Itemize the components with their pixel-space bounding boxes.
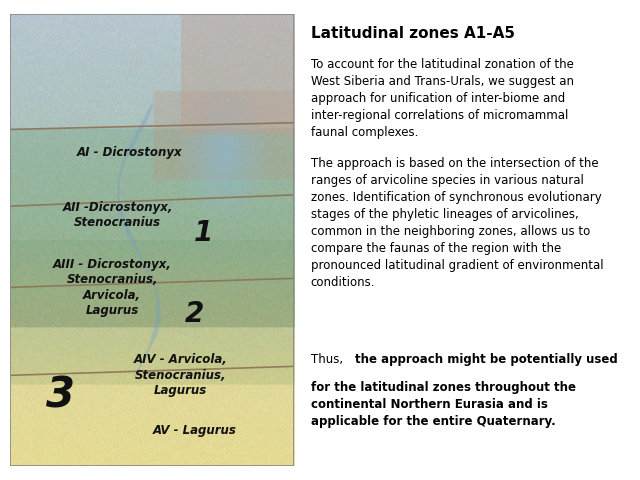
- Text: Thus,: Thus,: [310, 353, 346, 366]
- Text: To account for the latitudinal zonation of the
West Siberia and Trans-Urals, we : To account for the latitudinal zonation …: [310, 58, 573, 139]
- Text: AII -Dicrostonyx,
Stenocranius: AII -Dicrostonyx, Stenocranius: [63, 201, 173, 229]
- Text: The approach is based on the intersection of the
ranges of arvicoline species in: The approach is based on the intersectio…: [310, 157, 604, 289]
- Text: 3: 3: [46, 375, 76, 417]
- Text: AV - Lagurus: AV - Lagurus: [153, 424, 237, 437]
- Text: 1: 1: [194, 219, 213, 247]
- Text: Latitudinal zones A1-A5: Latitudinal zones A1-A5: [310, 26, 515, 41]
- Text: AIII - Dicrostonyx,
Stenocranius,
Arvicola,
Lagurus: AIII - Dicrostonyx, Stenocranius, Arvico…: [52, 258, 172, 317]
- Text: AI - Dicrostonyx: AI - Dicrostonyx: [76, 145, 182, 158]
- Text: 2: 2: [185, 300, 204, 328]
- Text: the approach might be potentially used: the approach might be potentially used: [355, 353, 618, 366]
- Text: for the latitudinal zones throughout the
continental Northern Eurasia and is
app: for the latitudinal zones throughout the…: [310, 381, 575, 428]
- Text: AIV - Arvicola,
Stenocranius,
Lagurus: AIV - Arvicola, Stenocranius, Lagurus: [134, 353, 227, 397]
